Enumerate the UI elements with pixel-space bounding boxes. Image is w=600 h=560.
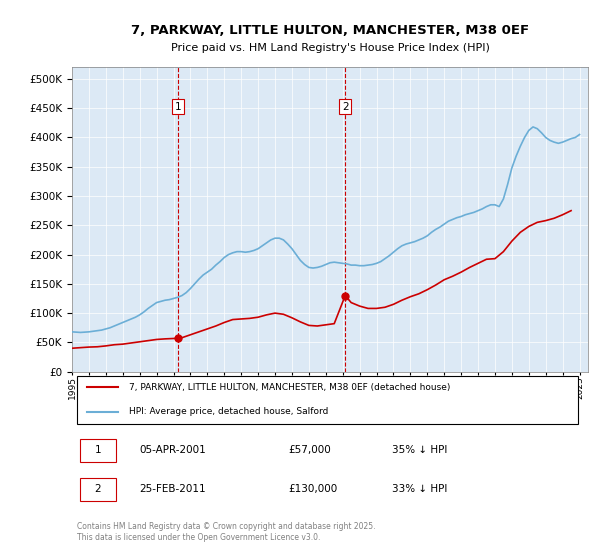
Text: Contains HM Land Registry data © Crown copyright and database right 2025.
This d: Contains HM Land Registry data © Crown c…: [77, 522, 376, 543]
Text: 1: 1: [94, 445, 101, 455]
Text: Price paid vs. HM Land Registry's House Price Index (HPI): Price paid vs. HM Land Registry's House …: [170, 43, 490, 53]
Text: £130,000: £130,000: [289, 484, 338, 494]
Text: 33% ↓ HPI: 33% ↓ HPI: [392, 484, 447, 494]
Text: 7, PARKWAY, LITTLE HULTON, MANCHESTER, M38 0EF: 7, PARKWAY, LITTLE HULTON, MANCHESTER, M…: [131, 24, 529, 38]
Text: 1: 1: [175, 102, 181, 112]
Text: 7, PARKWAY, LITTLE HULTON, MANCHESTER, M38 0EF (detached house): 7, PARKWAY, LITTLE HULTON, MANCHESTER, M…: [129, 382, 450, 391]
Text: 05-APR-2001: 05-APR-2001: [139, 445, 206, 455]
Text: 25-FEB-2011: 25-FEB-2011: [139, 484, 206, 494]
FancyBboxPatch shape: [80, 478, 116, 501]
FancyBboxPatch shape: [80, 438, 116, 462]
Text: HPI: Average price, detached house, Salford: HPI: Average price, detached house, Salf…: [129, 407, 328, 416]
Text: 35% ↓ HPI: 35% ↓ HPI: [392, 445, 447, 455]
Text: £57,000: £57,000: [289, 445, 331, 455]
FancyBboxPatch shape: [77, 376, 578, 424]
Text: 2: 2: [94, 484, 101, 494]
Text: 2: 2: [342, 102, 349, 112]
